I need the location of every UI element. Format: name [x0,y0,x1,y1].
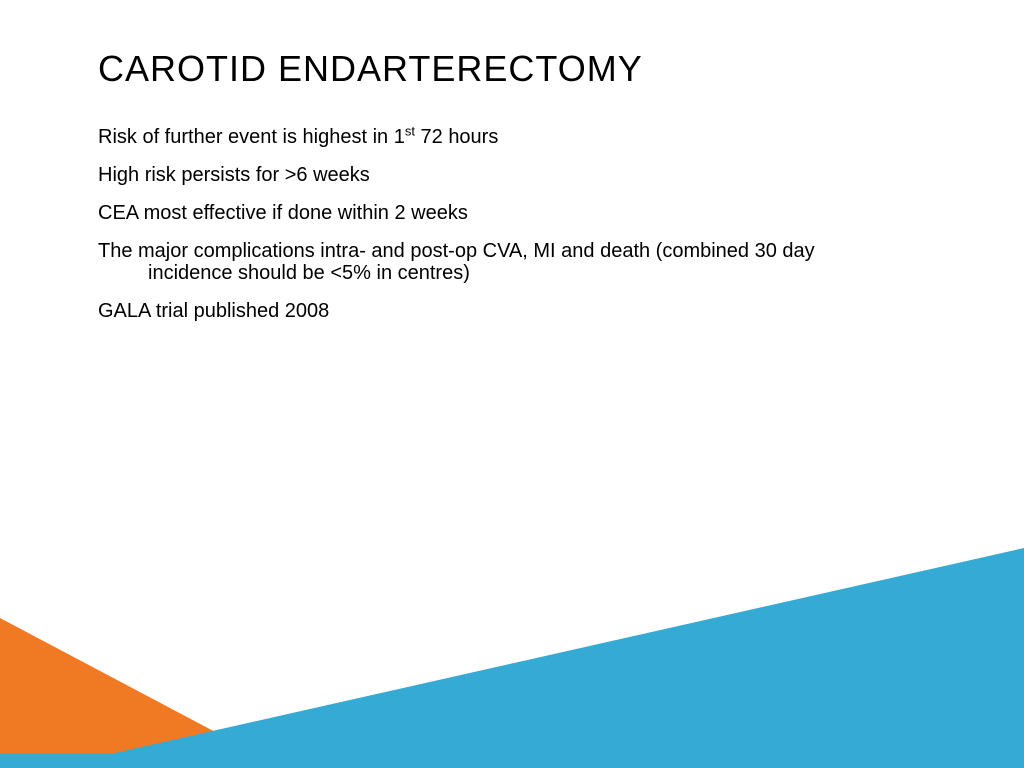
text-fragment: Risk of further event is highest in 1 [98,126,405,148]
indented-text: incidence should be <5% in centres) [98,262,926,284]
bullet-5: GALA trial published 2008 [98,300,926,322]
bottom-band [0,753,1024,768]
footer-decoration [0,548,1024,768]
body-text: Risk of further event is highest in 1st … [98,126,926,322]
bullet-1: Risk of further event is highest in 1st … [98,126,926,148]
bullet-2: High risk persists for >6 weeks [98,164,926,186]
text-fragment: 72 hours [415,126,498,148]
slide-content: CAROTID ENDARTERECTOMY Risk of further e… [0,0,1024,322]
blue-triangle [115,548,1024,753]
bullet-4: The major complications intra- and post-… [98,240,926,284]
superscript: st [405,123,415,138]
slide-title: CAROTID ENDARTERECTOMY [98,48,926,90]
bullet-3: CEA most effective if done within 2 week… [98,202,926,224]
text-fragment: The major complications intra- and post-… [98,240,815,262]
orange-triangle [0,618,255,753]
